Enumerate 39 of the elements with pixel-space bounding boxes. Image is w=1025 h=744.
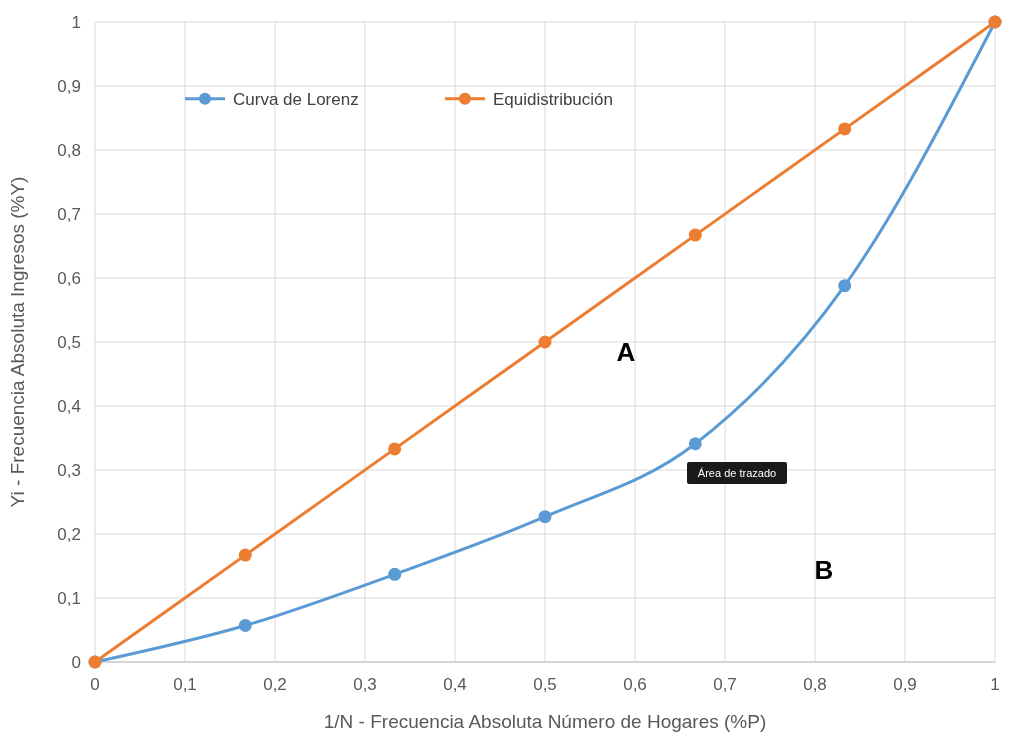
y-tick-label: 0,3 bbox=[57, 461, 81, 480]
x-tick-label: 0,8 bbox=[803, 675, 827, 694]
x-tick-label: 0 bbox=[90, 675, 100, 694]
point bbox=[838, 122, 852, 136]
point bbox=[388, 567, 402, 581]
x-tick-label: 0,5 bbox=[533, 675, 557, 694]
x-tick-label: 0,7 bbox=[713, 675, 737, 694]
point bbox=[538, 510, 552, 524]
y-tick-label: 0,8 bbox=[57, 141, 81, 160]
x-tick-label: 1 bbox=[990, 675, 1000, 694]
point bbox=[538, 335, 552, 349]
y-tick-label: 1 bbox=[71, 13, 81, 32]
x-tick-label: 0,3 bbox=[353, 675, 377, 694]
x-tick-label: 0,4 bbox=[443, 675, 467, 694]
legend-label: Equidistribución bbox=[493, 89, 614, 109]
y-tick-label: 0,6 bbox=[57, 269, 81, 288]
legend-label: Curva de Lorenz bbox=[233, 89, 359, 109]
y-tick-label: 0,5 bbox=[57, 333, 81, 352]
point bbox=[238, 548, 252, 562]
y-tick-label: 0,1 bbox=[57, 589, 81, 608]
annotation: B bbox=[814, 554, 834, 585]
x-tick-label: 0,9 bbox=[893, 675, 917, 694]
y-tick-label: 0 bbox=[71, 653, 81, 672]
annotation: A bbox=[616, 337, 636, 368]
y-axis-title: Yi - Frecuencia Absoluta Ingresos (%Y) bbox=[7, 176, 28, 508]
x-tick-label: 0,1 bbox=[173, 675, 197, 694]
point bbox=[238, 619, 252, 633]
x-tick-label: 0,6 bbox=[623, 675, 647, 694]
point bbox=[688, 437, 702, 451]
point bbox=[388, 442, 402, 456]
x-tick-label: 0,2 bbox=[263, 675, 287, 694]
point bbox=[838, 279, 852, 293]
y-tick-label: 0,4 bbox=[57, 397, 81, 416]
y-tick-label: 0,7 bbox=[57, 205, 81, 224]
point bbox=[688, 228, 702, 242]
annotation: Área de trazado bbox=[697, 467, 777, 479]
y-tick-label: 0,2 bbox=[57, 525, 81, 544]
y-tick-label: 0,9 bbox=[57, 77, 81, 96]
x-axis-title: 1/N - Frecuencia Absoluta Número de Hogares (%P) bbox=[323, 711, 767, 732]
